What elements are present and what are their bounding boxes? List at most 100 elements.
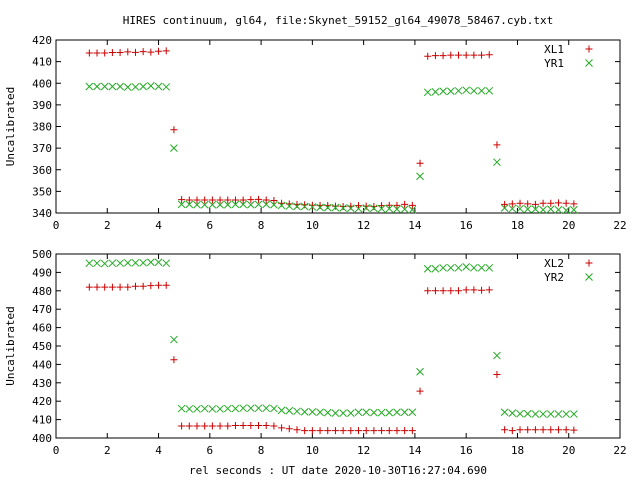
data-point [139, 282, 147, 290]
data-point [300, 202, 309, 211]
x-tick-label: 6 [207, 219, 214, 232]
data-point [424, 52, 432, 60]
data-point [408, 205, 417, 214]
data-point [554, 410, 563, 418]
data-point [454, 86, 463, 95]
y-tick-label: 360 [32, 164, 52, 177]
data-point [262, 200, 271, 209]
data-point [270, 196, 278, 204]
data-point [93, 283, 101, 291]
data-point [308, 203, 317, 211]
data-point [539, 199, 547, 207]
data-point [231, 404, 240, 413]
data-point [370, 204, 378, 213]
legend-marker [585, 59, 593, 67]
y-tick-label: 410 [32, 56, 52, 69]
data-point [316, 408, 324, 417]
data-point [331, 202, 339, 210]
data-point [246, 200, 255, 209]
data-point [523, 409, 532, 418]
data-point [323, 408, 332, 417]
legend-marker [585, 45, 593, 53]
data-point [200, 200, 209, 209]
data-point [162, 259, 171, 268]
data-point [385, 408, 394, 417]
x-tick-label: 2 [104, 219, 111, 232]
data-point [101, 283, 109, 291]
data-point [447, 287, 455, 295]
x-tick-label: 12 [357, 444, 370, 457]
data-point [501, 426, 509, 434]
data-point [416, 367, 424, 376]
data-point [216, 200, 224, 209]
data-point [531, 426, 539, 434]
y-tick-label: 480 [32, 285, 52, 298]
data-point [500, 204, 509, 212]
data-point [531, 200, 539, 208]
y-tick-label: 470 [32, 303, 52, 316]
data-point [477, 86, 486, 95]
data-point [470, 263, 478, 272]
data-point [231, 421, 239, 429]
data-point [416, 387, 424, 395]
x-tick-label: 14 [408, 444, 422, 457]
data-point [108, 259, 117, 268]
data-point [185, 405, 194, 413]
data-point [131, 83, 140, 91]
legend-label: YR2 [544, 271, 564, 284]
data-point [408, 427, 416, 435]
data-point [554, 199, 562, 207]
data-point [554, 426, 562, 434]
data-point [554, 205, 563, 214]
data-point [108, 49, 116, 57]
x-tick-label: 18 [511, 219, 524, 232]
data-point [401, 427, 409, 435]
data-point [485, 286, 493, 294]
y-tick-label: 430 [32, 377, 52, 390]
data-point [524, 426, 532, 434]
data-point [393, 408, 401, 417]
y-tick-label: 420 [32, 34, 52, 47]
data-point [393, 205, 401, 213]
data-point [301, 427, 309, 435]
data-point [193, 405, 201, 413]
data-point [193, 200, 201, 209]
data-point [108, 82, 117, 91]
data-point [378, 427, 386, 435]
data-point [454, 263, 463, 272]
data-point [147, 258, 155, 267]
data-point [139, 82, 148, 91]
data-point [193, 422, 201, 430]
data-point [493, 158, 501, 167]
data-point [300, 408, 309, 416]
data-point [531, 205, 540, 213]
chart-panel-1: 0 2 4 6 8 10 12 14 16 18 20 22 340 350 360 370 380 390 400… [4, 34, 627, 232]
data-point [331, 203, 340, 212]
data-point [362, 204, 371, 212]
data-point [185, 422, 193, 430]
data-point [354, 204, 363, 213]
x-tick-label: 4 [155, 444, 162, 457]
data-point [308, 201, 316, 209]
data-point [339, 427, 347, 435]
data-point [254, 200, 263, 209]
y-tick-label: 350 [32, 185, 52, 198]
data-point [508, 200, 516, 208]
data-point [393, 427, 401, 435]
data-point [293, 202, 301, 211]
data-point [508, 204, 517, 213]
data-point [508, 409, 517, 418]
data-point [255, 421, 263, 429]
x-tick-label: 16 [460, 219, 473, 232]
data-point [278, 424, 286, 432]
data-point [431, 88, 440, 96]
x-tick-label: 12 [357, 219, 370, 232]
y-tick-label: 420 [32, 395, 52, 408]
y-tick-label: 500 [32, 248, 52, 261]
data-point [447, 51, 455, 59]
data-point [339, 204, 347, 212]
data-point [170, 126, 178, 134]
data-point [416, 159, 424, 167]
data-point [347, 427, 355, 435]
